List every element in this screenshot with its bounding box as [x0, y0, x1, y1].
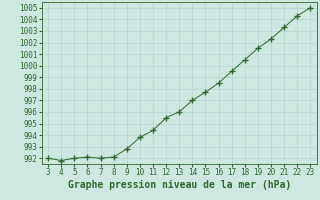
X-axis label: Graphe pression niveau de la mer (hPa): Graphe pression niveau de la mer (hPa) — [68, 180, 291, 190]
